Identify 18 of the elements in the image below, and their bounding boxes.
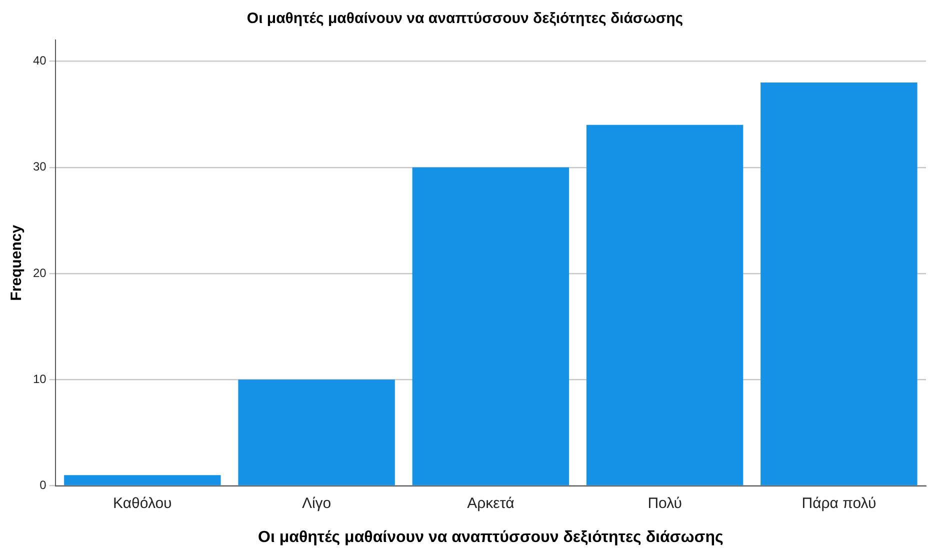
x-axis-title: Οι μαθητές μαθαίνουν να αναπτύσσουν δεξιότητες διάσωσης bbox=[258, 528, 724, 546]
x-tick-label: Καθόλου bbox=[113, 494, 172, 512]
bar bbox=[586, 124, 744, 486]
chart-title: Οι μαθητές μαθαίνουν να αναπτύσσουν δεξιότητες διάσωσης bbox=[246, 10, 684, 28]
bar bbox=[760, 82, 918, 486]
x-tick-label: Πολύ bbox=[648, 494, 682, 512]
y-tick-label: 20 bbox=[32, 266, 47, 280]
y-tick-label: 40 bbox=[32, 54, 47, 68]
x-tick-label: Αρκετά bbox=[467, 494, 515, 512]
y-tick-label: 30 bbox=[32, 160, 47, 174]
x-tick-label: Πάρα πολύ bbox=[802, 494, 876, 512]
y-axis-title: Frequency bbox=[8, 224, 26, 301]
bar bbox=[64, 475, 221, 486]
bar bbox=[412, 167, 570, 486]
y-tick-label: 0 bbox=[40, 478, 47, 492]
bar bbox=[238, 380, 395, 486]
x-tick-label: Λίγο bbox=[302, 494, 332, 512]
y-tick-label: 10 bbox=[32, 372, 47, 386]
